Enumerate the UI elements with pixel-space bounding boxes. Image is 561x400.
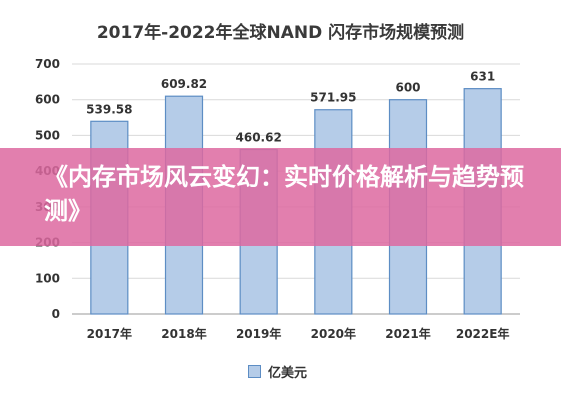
data-label: 571.95 [310, 91, 356, 105]
overlay-banner [0, 148, 561, 246]
x-tick-label: 2020年 [311, 326, 356, 341]
x-tick-label: 2021年 [385, 326, 430, 341]
data-label: 539.58 [86, 102, 132, 116]
chart-title: 2017年-2022年全球NAND 闪存市场规模预测 [96, 23, 465, 43]
x-tick-label: 2022E年 [456, 326, 510, 341]
data-label: 631 [470, 70, 495, 84]
y-tick-label: 700 [35, 57, 60, 71]
x-tick-label: 2017年 [87, 326, 132, 341]
overlay-banner-text: 《内存市场风云变幻：实时价格解析与趋势预测》 [44, 163, 524, 225]
data-label: 609.82 [161, 77, 207, 91]
data-label: 460.62 [236, 130, 282, 144]
y-tick-label: 100 [35, 271, 60, 285]
x-tick-label: 2019年 [236, 326, 281, 341]
data-label: 600 [395, 81, 420, 95]
legend-label: 亿美元 [268, 366, 308, 381]
y-tick-label: 600 [35, 93, 60, 107]
x-tick-label: 2018年 [161, 326, 206, 341]
y-tick-label: 500 [35, 128, 60, 142]
legend-swatch [248, 365, 261, 378]
legend: 亿美元 [248, 362, 307, 381]
y-tick-label: 0 [52, 307, 60, 321]
